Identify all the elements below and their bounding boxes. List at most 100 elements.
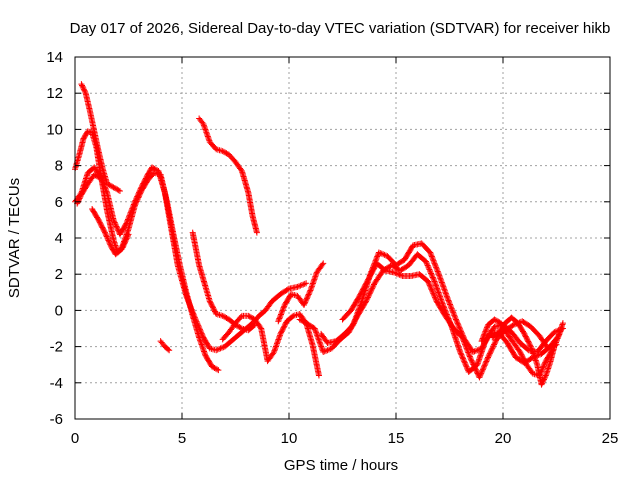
data-point-marker — [461, 358, 468, 365]
data-point-marker — [109, 183, 116, 190]
data-point-marker — [281, 303, 288, 310]
data-point-marker — [459, 335, 466, 342]
data-point-marker — [463, 344, 470, 351]
data-point-marker — [104, 236, 111, 243]
data-point-marker — [294, 283, 301, 290]
data-point-marker — [494, 317, 501, 324]
data-point-marker — [356, 305, 363, 312]
chart-title: Day 017 of 2026, Sidereal Day-to-day VTE… — [70, 20, 611, 37]
y-axis-label: SDTVAR / TECUs — [6, 178, 23, 298]
data-point-marker — [479, 366, 486, 373]
data-point-marker — [433, 297, 440, 304]
data-point-marker — [390, 269, 397, 276]
data-point-marker — [461, 339, 468, 346]
y-tick-label: 14 — [46, 49, 63, 66]
data-point-marker — [111, 218, 118, 225]
data-point-marker — [124, 232, 131, 239]
data-point-marker — [478, 338, 485, 345]
data-point-marker — [435, 269, 442, 276]
data-point-marker — [456, 325, 463, 332]
data-point-marker — [392, 269, 399, 276]
data-point-marker — [481, 331, 488, 338]
data-point-marker — [355, 306, 362, 313]
data-point-marker — [79, 83, 86, 90]
data-point-marker — [354, 310, 361, 317]
data-point-marker — [235, 323, 242, 330]
data-point-marker — [212, 365, 219, 372]
y-tick-label: 6 — [55, 194, 63, 211]
data-point-marker — [396, 271, 403, 278]
data-point-marker — [488, 347, 495, 354]
data-point-marker — [111, 219, 118, 226]
data-point-marker — [275, 318, 282, 325]
data-point-marker — [427, 285, 434, 292]
data-point-marker — [300, 281, 307, 288]
data-point-marker — [434, 285, 441, 292]
data-point-marker — [370, 266, 377, 273]
data-point-marker — [527, 342, 534, 349]
y-tick-label: -4 — [50, 375, 63, 392]
data-point-marker — [306, 290, 313, 297]
data-point-marker — [460, 338, 467, 345]
data-point-marker — [520, 356, 527, 363]
data-point-marker — [538, 367, 545, 374]
data-point-marker — [131, 202, 138, 209]
data-point-marker — [465, 350, 472, 357]
data-point-marker — [367, 272, 374, 279]
data-point-marker — [442, 289, 449, 296]
data-point-marker — [429, 274, 436, 281]
data-point-marker — [317, 342, 324, 349]
data-point-marker — [359, 287, 366, 294]
data-point-marker — [289, 313, 296, 320]
data-point-marker — [433, 264, 440, 271]
data-point-marker — [428, 286, 435, 293]
data-point-marker — [551, 342, 558, 349]
data-point-marker — [80, 86, 87, 93]
data-point-marker — [542, 373, 549, 380]
data-point-marker — [96, 219, 103, 226]
data-point-marker — [353, 313, 360, 320]
data-point-marker — [463, 363, 470, 370]
data-point-marker — [358, 289, 365, 296]
data-point-marker — [246, 313, 253, 320]
data-point-marker — [79, 82, 86, 89]
data-point-marker — [442, 290, 449, 297]
data-point-marker — [457, 349, 464, 356]
data-point-marker — [537, 369, 544, 376]
data-point-marker — [475, 346, 482, 353]
data-point-marker — [277, 311, 284, 318]
data-point-marker — [369, 284, 376, 291]
data-point-marker — [430, 258, 437, 265]
data-point-marker — [247, 314, 254, 321]
data-point-marker — [438, 297, 445, 304]
data-point-marker — [133, 198, 140, 205]
data-point-marker — [367, 289, 374, 296]
data-point-marker — [210, 364, 217, 371]
data-point-marker — [549, 347, 556, 354]
data-point-marker — [427, 250, 434, 257]
data-point-marker — [311, 325, 318, 332]
data-point-marker — [517, 349, 524, 356]
data-point-marker — [107, 182, 114, 189]
data-point-marker — [361, 282, 368, 289]
y-tick-label: 2 — [55, 266, 63, 283]
data-point-marker — [428, 270, 435, 277]
data-point-marker — [452, 315, 459, 322]
data-point-marker — [554, 335, 561, 342]
data-point-marker — [111, 185, 118, 192]
data-point-marker — [539, 365, 546, 372]
data-point-marker — [439, 282, 446, 289]
data-point-marker — [303, 295, 310, 302]
data-point-marker — [453, 317, 460, 324]
data-point-marker — [210, 305, 217, 312]
data-point-marker — [220, 148, 227, 155]
data-point-marker — [351, 319, 358, 326]
data-point-marker — [556, 331, 563, 338]
data-point-marker — [519, 354, 526, 361]
data-point-marker — [107, 241, 114, 248]
data-point-marker — [483, 358, 490, 365]
data-point-marker — [312, 328, 319, 335]
data-point-marker — [279, 308, 286, 315]
data-point-marker — [366, 274, 373, 281]
data-point-marker — [456, 324, 463, 331]
